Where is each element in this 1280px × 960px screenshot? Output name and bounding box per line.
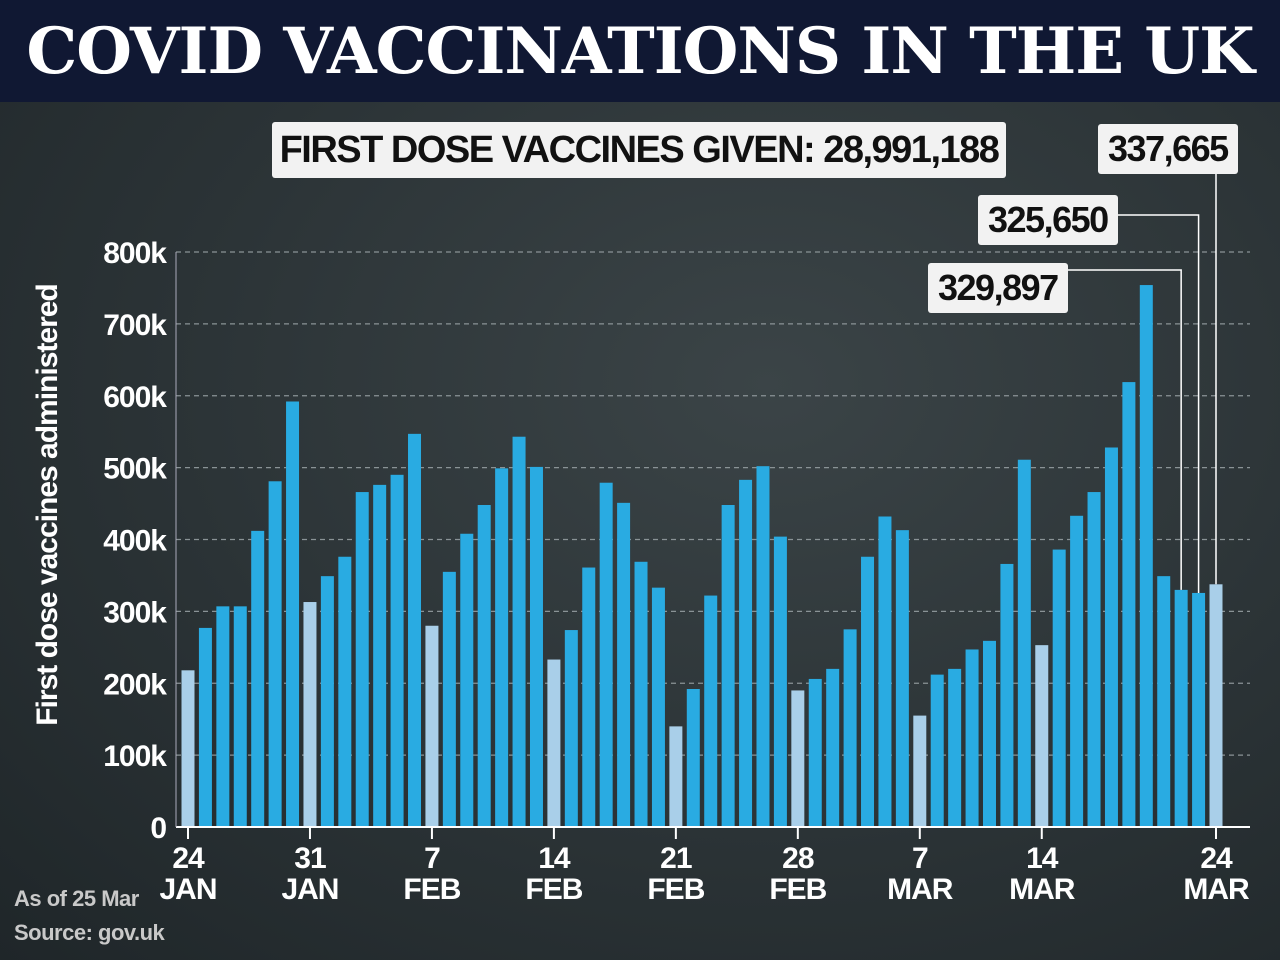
- value-label: 329,897: [928, 263, 1068, 313]
- y-tick-label: 0: [150, 812, 166, 845]
- y-tick-label: 800k: [103, 237, 167, 270]
- y-tick-label: 700k: [103, 309, 167, 342]
- bar: [1139, 285, 1153, 827]
- bar: [1052, 549, 1066, 827]
- bar: [1209, 584, 1223, 827]
- y-tick-label: 300k: [103, 596, 167, 629]
- x-tick-label: 7 FEB: [403, 842, 461, 906]
- bar: [181, 670, 195, 827]
- value-label: 325,650: [978, 195, 1118, 245]
- bar: [198, 627, 212, 827]
- bar: [425, 625, 439, 827]
- leader-line: [1118, 214, 1200, 593]
- y-tick-label: 200k: [103, 668, 167, 701]
- bar: [1035, 645, 1049, 827]
- bar: [826, 668, 840, 827]
- bar: [373, 484, 387, 827]
- bar: [878, 516, 892, 827]
- x-tick-label: 14 MAR: [1009, 842, 1075, 906]
- bar: [1087, 492, 1101, 827]
- note: As of 25 Mar: [14, 886, 139, 911]
- bar: [582, 567, 596, 827]
- x-tick-label: 28 FEB: [769, 842, 827, 906]
- x-tick-label: 21 FEB: [647, 842, 705, 906]
- x-tick-label: 14 FEB: [525, 842, 583, 906]
- bar: [1000, 563, 1014, 827]
- bar: [599, 482, 613, 827]
- bar: [216, 606, 230, 827]
- subtitle: FIRST DOSE VACCINES GIVEN: 28,991,188: [272, 122, 1006, 178]
- bar: [721, 505, 735, 827]
- bar: [547, 659, 561, 827]
- bar: [512, 436, 526, 827]
- bar: [408, 433, 422, 827]
- x-tick-label: 24 JAN: [159, 842, 217, 906]
- bar: [251, 530, 265, 827]
- bar: [773, 536, 787, 827]
- bar: [930, 674, 944, 827]
- title-bar: [0, 0, 1280, 102]
- bar: [268, 481, 282, 827]
- bar: [895, 530, 909, 827]
- bar: [686, 689, 700, 827]
- bar: [1192, 592, 1206, 827]
- bar: [495, 468, 509, 827]
- bar: [791, 690, 805, 827]
- bar: [442, 571, 456, 827]
- chart-title: COVID VACCINATIONS IN THE UK: [26, 14, 1254, 89]
- bar: [303, 602, 317, 827]
- bar: [843, 629, 857, 827]
- bar: [1174, 589, 1188, 827]
- x-tick-label: 7 MAR: [887, 842, 953, 906]
- bar: [477, 505, 491, 827]
- bar: [529, 466, 543, 827]
- y-tick-label: 400k: [103, 525, 167, 558]
- bar: [564, 630, 578, 827]
- note: Source: gov.uk: [14, 920, 165, 945]
- bar: [1070, 515, 1084, 827]
- value-label: 337,665: [1098, 124, 1238, 174]
- x-tick-label: 31 JAN: [281, 842, 339, 906]
- bar: [460, 533, 474, 827]
- bar: [861, 556, 875, 827]
- bar: [1017, 459, 1031, 827]
- bar: [338, 556, 352, 827]
- bar: [756, 466, 770, 827]
- bar: [1157, 576, 1171, 827]
- bar: [617, 502, 631, 827]
- bar: [651, 587, 665, 827]
- bar: [634, 561, 648, 827]
- bar: [355, 492, 369, 827]
- bar: [965, 649, 979, 827]
- bar: [948, 668, 962, 827]
- bar: [669, 726, 683, 827]
- bar: [808, 678, 822, 827]
- bar: [739, 479, 753, 827]
- bar: [320, 576, 334, 827]
- bar: [1122, 382, 1136, 827]
- bar: [286, 401, 300, 827]
- x-tick-label: 24 MAR: [1183, 842, 1249, 906]
- y-tick-label: 600k: [103, 381, 167, 414]
- bar: [390, 474, 404, 827]
- y-tick-label: 100k: [103, 740, 167, 773]
- bar: [1104, 447, 1118, 827]
- bar: [233, 606, 247, 827]
- bar: [704, 595, 718, 827]
- bar: [913, 715, 927, 827]
- bar: [982, 640, 996, 827]
- y-tick-label: 500k: [103, 453, 167, 486]
- leader-line: [1068, 269, 1182, 590]
